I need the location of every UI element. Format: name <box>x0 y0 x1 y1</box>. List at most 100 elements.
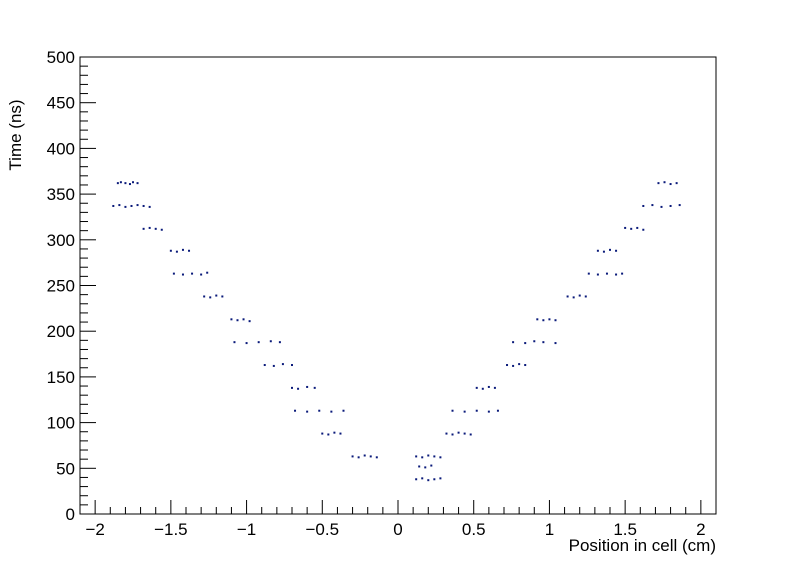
x-tick-label: −2 <box>85 520 104 539</box>
y-axis: 0 50 100 150 200 250 300 350 400 450 500 <box>47 48 96 524</box>
data-point <box>321 432 324 435</box>
data-point <box>128 183 131 186</box>
data-point <box>536 318 539 321</box>
data-point <box>615 249 618 252</box>
data-point <box>657 182 660 185</box>
data-point <box>132 181 134 184</box>
x-tick-label: 1 <box>545 520 554 539</box>
data-point <box>421 456 424 459</box>
data-point <box>154 227 157 230</box>
data-point <box>142 204 145 207</box>
data-point <box>602 250 605 253</box>
data-point <box>200 273 203 276</box>
data-point <box>542 341 545 344</box>
data-point <box>651 204 654 207</box>
data-point <box>481 387 484 390</box>
data-point <box>118 204 121 207</box>
y-tick-label: 50 <box>56 459 75 478</box>
data-point <box>136 204 139 207</box>
data-point <box>475 386 478 389</box>
data-point <box>116 182 119 185</box>
data-point <box>433 478 436 481</box>
data-point <box>675 182 678 185</box>
data-point <box>160 228 163 231</box>
data-point <box>313 386 316 389</box>
data-point <box>542 319 545 322</box>
y-tick-label: 0 <box>66 505 75 524</box>
data-point <box>451 433 454 436</box>
data-point <box>554 319 557 322</box>
data-point <box>269 340 272 343</box>
data-point <box>469 433 472 436</box>
x-axis: −2 −1.5 −1 −0.5 0 0.5 1 1.5 2 <box>85 500 706 539</box>
data-point <box>175 250 178 253</box>
data-point <box>306 410 309 413</box>
data-point <box>578 294 581 297</box>
data-point <box>363 454 366 457</box>
data-point <box>369 455 372 458</box>
data-point <box>236 319 239 322</box>
data-point <box>433 455 436 458</box>
y-tick-label: 300 <box>47 231 75 250</box>
data-point <box>669 183 672 186</box>
y-tick-label: 250 <box>47 277 75 296</box>
data-point <box>463 410 466 413</box>
x-tick-label: 0.5 <box>462 520 486 539</box>
y-tick-label: 200 <box>47 322 75 341</box>
y-tick-label: 350 <box>47 185 75 204</box>
data-point <box>493 386 496 389</box>
data-point <box>181 273 184 276</box>
y-axis-title: Time (ns) <box>6 99 25 170</box>
data-point <box>351 455 354 458</box>
data-point <box>297 387 300 390</box>
data-point <box>506 364 509 367</box>
x-tick-label: −1.5 <box>154 520 188 539</box>
data-point <box>142 227 145 230</box>
data-point <box>291 386 293 389</box>
data-point <box>124 182 127 185</box>
data-point <box>342 409 345 412</box>
data-point <box>206 271 209 274</box>
data-point <box>418 465 421 468</box>
data-points <box>112 181 681 482</box>
data-point <box>427 454 430 457</box>
data-point <box>221 295 224 298</box>
data-point <box>318 409 321 412</box>
data-point <box>209 296 212 299</box>
data-point <box>203 295 206 298</box>
data-point <box>148 205 151 208</box>
data-point <box>533 340 536 343</box>
data-point <box>233 341 236 344</box>
y-tick-label: 500 <box>47 48 75 67</box>
data-point <box>512 364 515 367</box>
y-tick-label: 100 <box>47 414 75 433</box>
data-point <box>609 248 611 251</box>
data-point <box>439 477 442 480</box>
y-tick-label: 450 <box>47 94 75 113</box>
data-point <box>445 432 448 435</box>
data-point <box>421 477 424 480</box>
data-point <box>188 249 191 252</box>
y-tick-label: 150 <box>47 368 75 387</box>
data-point <box>215 294 218 297</box>
data-point <box>596 273 599 276</box>
data-point <box>257 341 260 344</box>
data-point <box>172 272 175 275</box>
data-point <box>596 249 599 252</box>
data-point <box>630 227 633 230</box>
data-point <box>512 341 515 344</box>
data-point <box>636 226 639 229</box>
x-tick-label: 0 <box>393 520 402 539</box>
data-point <box>663 181 666 184</box>
data-point <box>248 320 251 323</box>
data-point <box>475 409 478 412</box>
data-point <box>621 272 624 275</box>
data-point <box>424 466 427 469</box>
data-point <box>148 226 151 229</box>
data-point <box>587 272 590 275</box>
data-point <box>584 295 587 298</box>
data-point <box>415 478 418 481</box>
data-point <box>572 296 575 299</box>
